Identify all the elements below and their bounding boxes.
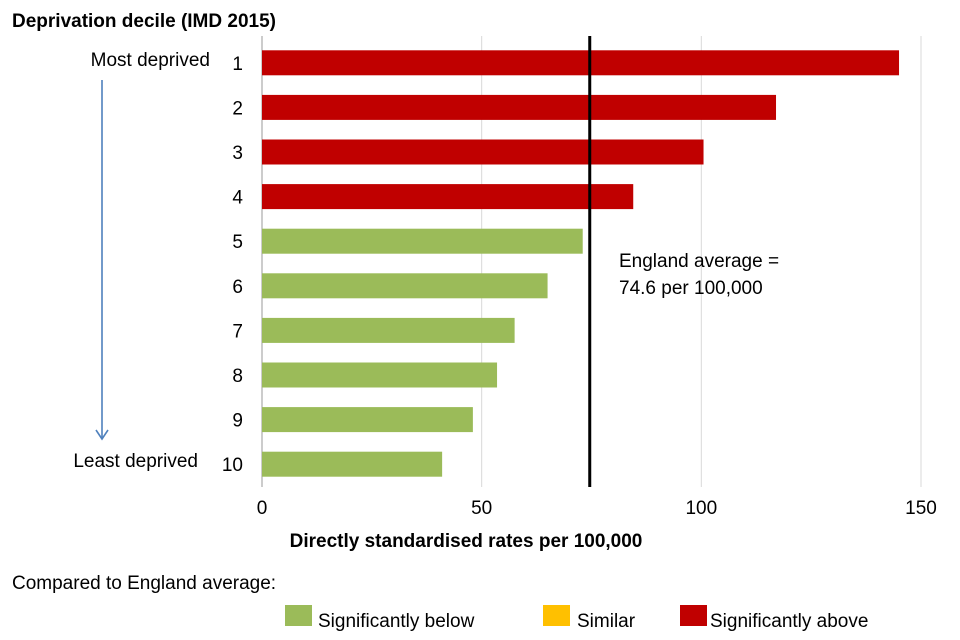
category-label: 3	[232, 143, 243, 164]
legend-swatch-similar	[543, 605, 570, 626]
bar-decile-10	[262, 451, 443, 477]
category-label: 6	[232, 277, 243, 298]
x-tick-label: 100	[685, 498, 717, 519]
legend-title: Compared to England average:	[12, 573, 276, 594]
x-tick-label: 50	[471, 498, 492, 519]
legend-label-below: Significantly below	[318, 611, 475, 632]
bar-decile-6	[262, 273, 548, 299]
legend-label-above: Significantly above	[710, 611, 868, 632]
category-label: 8	[232, 366, 243, 387]
bar-decile-7	[262, 317, 515, 343]
reference-line-label-line2: 74.6 per 100,000	[619, 278, 763, 299]
category-label: 9	[232, 411, 243, 432]
bar-decile-5	[262, 228, 583, 254]
legend-label-similar: Similar	[577, 611, 636, 632]
category-label: 7	[232, 321, 243, 342]
legend: Significantly below Similar Significantl…	[285, 605, 868, 632]
bars	[262, 50, 900, 477]
bar-decile-8	[262, 362, 498, 388]
category-label: 1	[232, 54, 243, 75]
category-label: 5	[232, 232, 243, 253]
least-deprived-label: Least deprived	[73, 451, 198, 472]
bar-decile-4	[262, 184, 634, 210]
category-label: 4	[232, 188, 243, 209]
deprivation-arrow	[95, 80, 109, 441]
category-label: 10	[222, 455, 243, 476]
bar-decile-1	[262, 50, 900, 76]
bar-decile-3	[262, 139, 704, 165]
bar-decile-9	[262, 407, 473, 433]
x-tick-label: 150	[905, 498, 937, 519]
x-tick-labels: 0 50 100 150	[257, 498, 937, 519]
reference-line-label-line1: England average =	[619, 251, 779, 272]
x-axis-title: Directly standardised rates per 100,000	[290, 531, 643, 552]
most-deprived-label: Most deprived	[91, 50, 210, 71]
legend-swatch-above	[680, 605, 707, 626]
arrow-head	[95, 429, 109, 441]
category-label: 2	[232, 98, 243, 119]
category-labels: 1 2 3 4 5 6 7 8 9 10	[222, 54, 244, 476]
x-tick-label: 0	[257, 498, 268, 519]
legend-swatch-below	[285, 605, 312, 626]
bar-decile-2	[262, 94, 777, 120]
chart-title: Deprivation decile (IMD 2015)	[12, 11, 276, 32]
